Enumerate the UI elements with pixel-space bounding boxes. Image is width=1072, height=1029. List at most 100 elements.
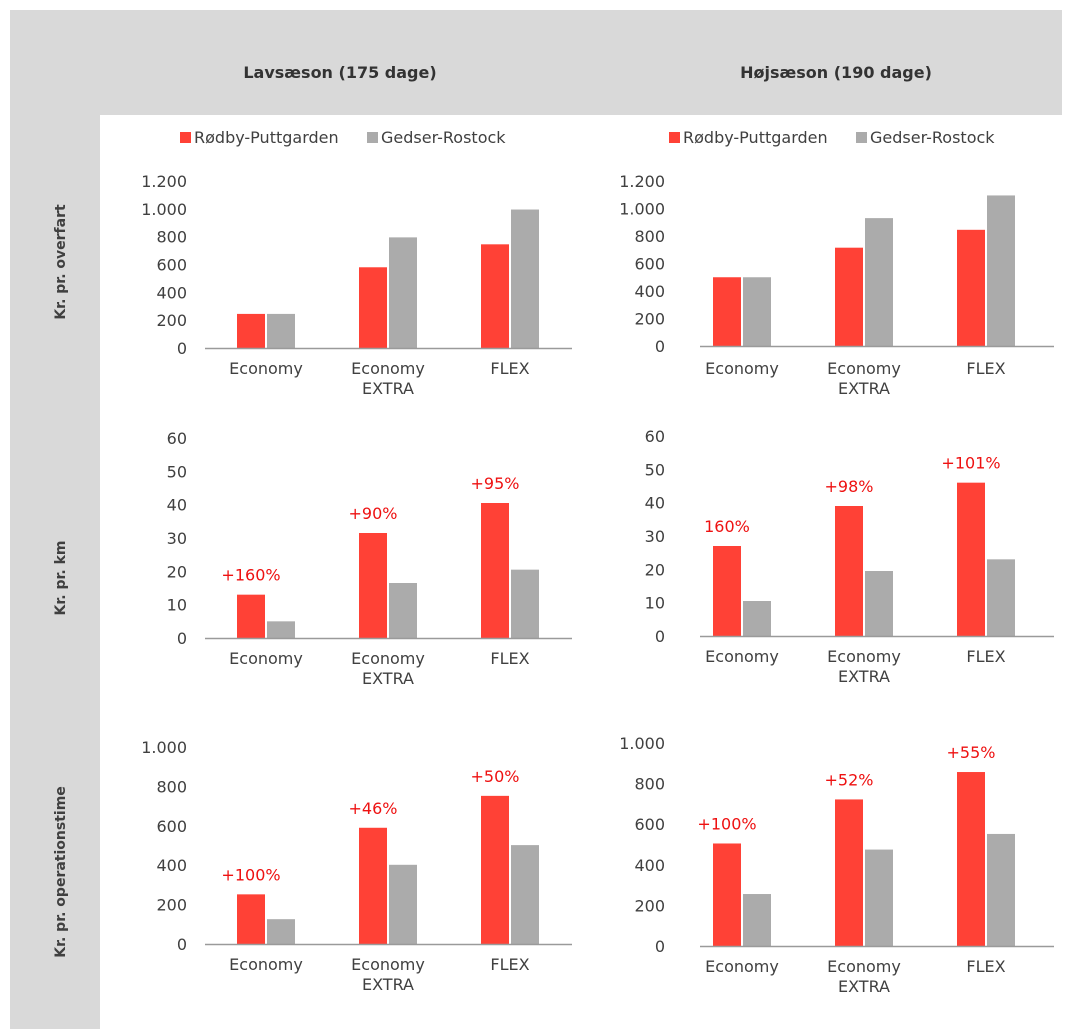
x-tick-label: FLEX: [490, 649, 529, 668]
y-tick-label: 200: [156, 311, 187, 330]
y-tick-label: 0: [177, 629, 187, 648]
y-tick-label: 600: [634, 815, 665, 834]
y-tick-label: 800: [634, 775, 665, 794]
percent-difference-label: 160%: [704, 517, 750, 536]
bar-gedser-rostock: [987, 195, 1015, 346]
x-tick-label: EXTRA: [838, 977, 890, 996]
x-tick-label: Economy: [705, 647, 779, 666]
y-tick-label: 50: [645, 460, 665, 479]
x-tick-label: Economy: [827, 359, 901, 378]
legend-swatch-gedser-rostock: [856, 132, 867, 143]
bar-rodby-puttgarden: [713, 277, 741, 346]
x-tick-label: Economy: [351, 955, 425, 974]
bar-gedser-rostock: [743, 894, 771, 946]
bar-rodby-puttgarden: [481, 244, 509, 348]
legend-swatch-gedser-rostock: [367, 132, 378, 143]
x-tick-label: FLEX: [490, 359, 529, 378]
y-tick-label: 30: [645, 527, 665, 546]
percent-difference-label: +55%: [947, 743, 996, 762]
x-tick-label: EXTRA: [838, 667, 890, 686]
y-tick-label: 800: [156, 777, 187, 796]
bar-rodby-puttgarden: [237, 594, 265, 638]
bar-gedser-rostock: [511, 569, 539, 638]
percent-difference-label: +100%: [221, 865, 280, 884]
bar-rodby-puttgarden: [835, 506, 863, 636]
y-tick-label: 60: [645, 427, 665, 446]
y-tick-label: 60: [167, 429, 187, 448]
legend-label-gedser-rostock: Gedser-Rostock: [381, 128, 506, 147]
bar-rodby-puttgarden: [359, 267, 387, 348]
legend-label-rodby-puttgarden: Rødby-Puttgarden: [194, 128, 339, 147]
bar-rodby-puttgarden: [835, 799, 863, 946]
y-tick-label: 40: [645, 494, 665, 513]
y-tick-label: 1.000: [141, 200, 187, 219]
column-header-high-season: Højsæson (190 dage): [740, 63, 932, 82]
y-tick-label: 800: [156, 228, 187, 247]
bar-gedser-rostock: [511, 845, 539, 944]
legend-swatch-rodby-puttgarden: [669, 132, 680, 143]
bar-gedser-rostock: [865, 571, 893, 636]
x-tick-label: Economy: [351, 649, 425, 668]
y-tick-label: 30: [167, 529, 187, 548]
bar-gedser-rostock: [267, 621, 295, 638]
y-tick-label: 0: [655, 627, 665, 646]
bar-gedser-rostock: [389, 237, 417, 348]
y-tick-label: 20: [167, 562, 187, 581]
bar-rodby-puttgarden: [359, 533, 387, 638]
bar-rodby-puttgarden: [713, 546, 741, 636]
percent-difference-label: +52%: [825, 770, 874, 789]
y-tick-label: 1.200: [141, 172, 187, 191]
column-header-low-season: Lavsæson (175 dage): [243, 63, 436, 82]
legend-label-gedser-rostock: Gedser-Rostock: [870, 128, 995, 147]
percent-difference-label: +101%: [941, 454, 1000, 473]
y-tick-label: 400: [156, 283, 187, 302]
bar-rodby-puttgarden: [237, 313, 265, 348]
row-label-band: [10, 115, 100, 1029]
bar-gedser-rostock: [267, 313, 295, 348]
x-tick-label: FLEX: [966, 647, 1005, 666]
y-tick-label: 0: [655, 337, 665, 356]
x-tick-label: FLEX: [966, 359, 1005, 378]
bar-gedser-rostock: [743, 601, 771, 636]
header-band: [10, 10, 1062, 115]
y-tick-label: 200: [634, 896, 665, 915]
y-tick-label: 200: [156, 896, 187, 915]
y-tick-label: 600: [634, 255, 665, 274]
y-tick-label: 1.000: [619, 734, 665, 753]
y-tick-label: 600: [156, 256, 187, 275]
y-tick-label: 200: [634, 310, 665, 329]
bar-rodby-puttgarden: [957, 772, 985, 946]
y-tick-label: 800: [634, 227, 665, 246]
x-tick-label: EXTRA: [838, 379, 890, 398]
bar-rodby-puttgarden: [481, 795, 509, 944]
y-tick-label: 400: [634, 856, 665, 875]
x-tick-label: Economy: [827, 647, 901, 666]
x-tick-label: FLEX: [966, 957, 1005, 976]
x-tick-label: Economy: [229, 955, 303, 974]
y-tick-label: 400: [156, 856, 187, 875]
y-tick-label: 10: [167, 596, 187, 615]
y-tick-label: 400: [634, 282, 665, 301]
legend-label-rodby-puttgarden: Rødby-Puttgarden: [683, 128, 828, 147]
x-tick-label: Economy: [351, 359, 425, 378]
x-tick-label: EXTRA: [362, 379, 414, 398]
x-tick-label: Economy: [827, 957, 901, 976]
y-tick-label: 0: [177, 339, 187, 358]
bar-rodby-puttgarden: [481, 503, 509, 638]
y-tick-label: 1.200: [619, 172, 665, 191]
percent-difference-label: +98%: [825, 477, 874, 496]
bar-gedser-rostock: [511, 209, 539, 348]
legend-swatch-rodby-puttgarden: [180, 132, 191, 143]
x-tick-label: Economy: [229, 649, 303, 668]
x-tick-label: Economy: [705, 359, 779, 378]
percent-difference-label: +90%: [349, 504, 398, 523]
x-tick-label: Economy: [705, 957, 779, 976]
y-tick-label: 1.000: [619, 200, 665, 219]
percent-difference-label: +50%: [471, 767, 520, 786]
bar-rodby-puttgarden: [713, 843, 741, 946]
x-tick-label: EXTRA: [362, 975, 414, 994]
percent-difference-label: +95%: [471, 474, 520, 493]
y-tick-label: 600: [156, 817, 187, 836]
y-tick-label: 20: [645, 560, 665, 579]
